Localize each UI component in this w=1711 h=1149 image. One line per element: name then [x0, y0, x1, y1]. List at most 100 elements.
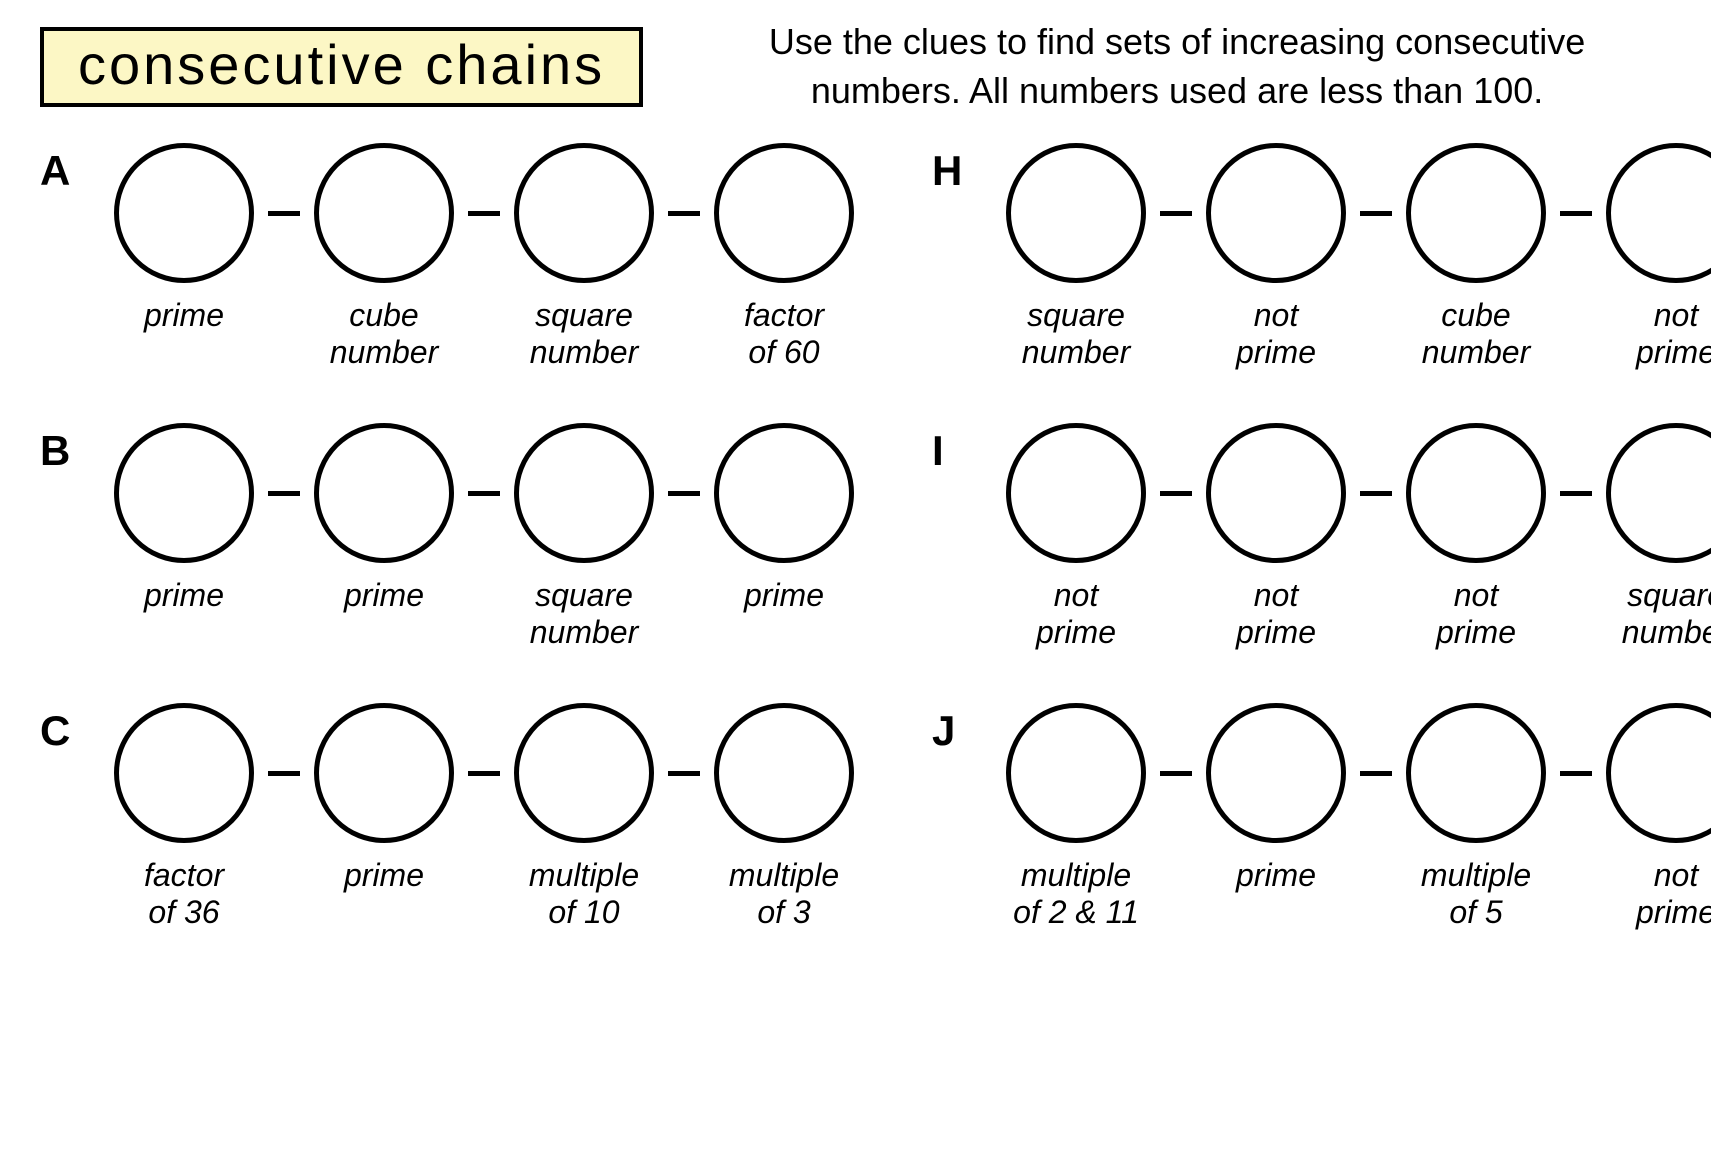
header: consecutive chains Use the clues to find…: [40, 18, 1671, 115]
answer-circle[interactable]: [1006, 703, 1146, 843]
instructions: Use the clues to find sets of increasing…: [683, 18, 1671, 115]
clue-text: cubenumber: [1388, 297, 1564, 371]
chain: prime prime squarenumber prime: [96, 423, 872, 651]
chain-node: prime: [296, 423, 472, 651]
chain-node: factorof 60: [696, 143, 872, 371]
clue-line1: not: [1454, 577, 1498, 613]
answer-circle[interactable]: [1606, 423, 1711, 563]
puzzle-row: Jmultipleof 2 & 11primemultipleof 5notpr…: [932, 703, 1711, 931]
chain-node: prime: [96, 423, 272, 651]
clue-text: multipleof 5: [1388, 857, 1564, 931]
chain-node: prime: [296, 703, 472, 931]
answer-circle[interactable]: [1206, 703, 1346, 843]
chain: notprimenotprimenotprimesquarenumber: [988, 423, 1711, 651]
clue-text: multipleof 3: [696, 857, 872, 931]
answer-circle[interactable]: [1206, 423, 1346, 563]
answer-circle[interactable]: [514, 143, 654, 283]
puzzle-letter: H: [932, 143, 988, 195]
puzzle: Hsquarenumbernotprimecubenumbernotprime: [932, 143, 1711, 371]
answer-circle[interactable]: [1606, 703, 1711, 843]
clue-line1: multiple: [729, 857, 839, 893]
answer-circle[interactable]: [114, 143, 254, 283]
answer-circle[interactable]: [314, 143, 454, 283]
chain-node: multipleof 3: [696, 703, 872, 931]
answer-circle[interactable]: [314, 703, 454, 843]
answer-circle[interactable]: [714, 143, 854, 283]
chain-node: cubenumber: [296, 143, 472, 371]
puzzle: Inotprimenotprimenotprimesquarenumber: [932, 423, 1711, 651]
clue-line1: prime: [344, 857, 424, 893]
clue-text: prime: [296, 577, 472, 651]
clue-line2: number: [530, 334, 639, 370]
puzzle-row: Hsquarenumbernotprimecubenumbernotprime: [932, 143, 1711, 371]
clue-line2: prime: [1436, 614, 1516, 650]
chain-node: prime: [1188, 703, 1364, 931]
puzzle-letter: I: [932, 423, 988, 475]
puzzle: Cfactorof 36primemultipleof 10multipleof…: [40, 703, 872, 931]
clue-text: multipleof 2 & 11: [988, 857, 1164, 931]
clue-line1: square: [1627, 577, 1711, 613]
clue-text: factorof 60: [696, 297, 872, 371]
puzzle: Bprimeprimesquarenumberprime: [40, 423, 872, 651]
clue-line1: cube: [1441, 297, 1510, 333]
clue-line1: prime: [744, 577, 824, 613]
answer-circle[interactable]: [1006, 423, 1146, 563]
answer-circle[interactable]: [1606, 143, 1711, 283]
clue-text: squarenumber: [1588, 577, 1711, 651]
clue-text: cubenumber: [296, 297, 472, 371]
clue-text: prime: [1188, 857, 1364, 931]
chain-node: prime: [696, 423, 872, 651]
answer-circle[interactable]: [1206, 143, 1346, 283]
chain-node: factorof 36: [96, 703, 272, 931]
puzzle-grid: Aprimecubenumbersquarenumberfactorof 60H…: [40, 143, 1671, 931]
answer-circle[interactable]: [314, 423, 454, 563]
chain-node: squarenumber: [496, 143, 672, 371]
clue-line1: multiple: [529, 857, 639, 893]
answer-circle[interactable]: [514, 423, 654, 563]
clue-line2: prime: [1636, 334, 1711, 370]
chain: primecubenumbersquarenumberfactorof 60: [96, 143, 872, 371]
answer-circle[interactable]: [714, 423, 854, 563]
clue-text: notprime: [1588, 297, 1711, 371]
puzzle: Jmultipleof 2 & 11primemultipleof 5notpr…: [932, 703, 1711, 931]
clue-line2: of 36: [148, 894, 219, 930]
clue-line1: square: [535, 297, 633, 333]
chain-node: squarenumber: [988, 143, 1164, 371]
clue-text: notprime: [988, 577, 1164, 651]
chain: squarenumbernotprimecubenumbernotprime: [988, 143, 1711, 371]
answer-circle[interactable]: [1006, 143, 1146, 283]
chain-node: cubenumber: [1388, 143, 1564, 371]
clue-line2: number: [1622, 614, 1711, 650]
chain: multipleof 2 & 11primemultipleof 5notpri…: [988, 703, 1711, 931]
clue-text: prime: [96, 297, 272, 371]
answer-circle[interactable]: [1406, 703, 1546, 843]
clue-line2: of 5: [1449, 894, 1502, 930]
clue-text: prime: [296, 857, 472, 931]
clue-text: squarenumber: [496, 577, 672, 651]
answer-circle[interactable]: [714, 703, 854, 843]
answer-circle[interactable]: [114, 703, 254, 843]
clue-line2: number: [330, 334, 439, 370]
clue-line1: prime: [1236, 857, 1316, 893]
chain-node: prime: [96, 143, 272, 371]
puzzle-letter: J: [932, 703, 988, 755]
instructions-line1: Use the clues to find sets of increasing…: [769, 21, 1585, 62]
chain-node: notprime: [1588, 143, 1711, 371]
clue-line1: not: [1254, 297, 1298, 333]
answer-circle[interactable]: [114, 423, 254, 563]
title-text: consecutive chains: [78, 33, 605, 96]
clue-line1: square: [1027, 297, 1125, 333]
puzzle-letter: C: [40, 703, 96, 755]
clue-line2: of 60: [748, 334, 819, 370]
answer-circle[interactable]: [1406, 423, 1546, 563]
chain: factorof 36primemultipleof 10multipleof …: [96, 703, 872, 931]
clue-line2: prime: [1236, 614, 1316, 650]
chain-node: multipleof 10: [496, 703, 672, 931]
answer-circle[interactable]: [1406, 143, 1546, 283]
clue-line1: multiple: [1421, 857, 1531, 893]
clue-line1: not: [1654, 297, 1698, 333]
clue-text: notprime: [1188, 297, 1364, 371]
chain-node: squarenumber: [496, 423, 672, 651]
puzzle: Aprimecubenumbersquarenumberfactorof 60: [40, 143, 872, 371]
answer-circle[interactable]: [514, 703, 654, 843]
